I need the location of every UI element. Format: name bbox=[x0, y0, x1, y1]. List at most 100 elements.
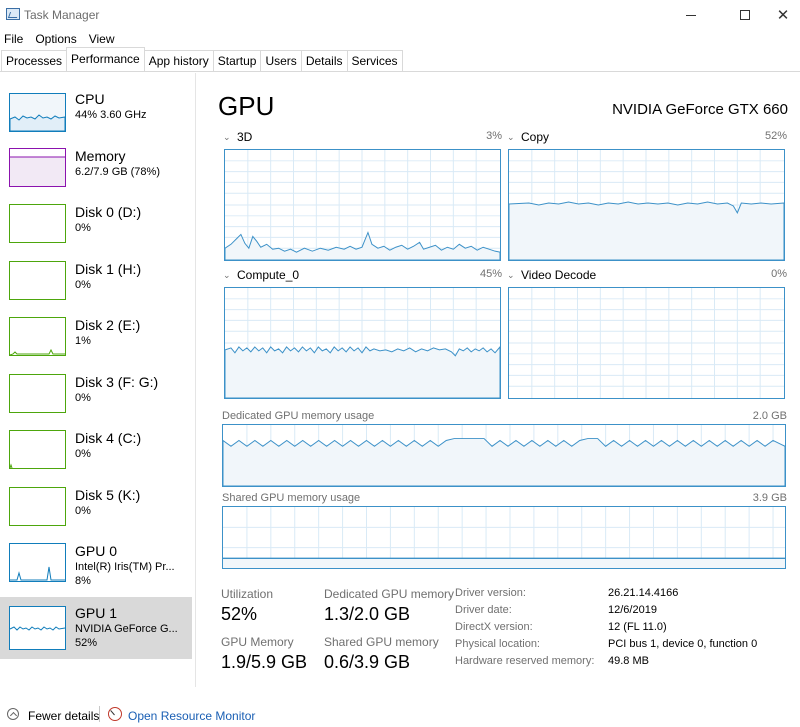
video-decode-graph-percent: 0% bbox=[771, 268, 787, 280]
tab-users[interactable]: Users bbox=[260, 50, 302, 71]
3d-graph bbox=[224, 149, 501, 261]
sidebar-cpu-usage: 44% 3.60 GHz bbox=[75, 109, 147, 121]
tab-performance[interactable]: Performance bbox=[66, 47, 145, 70]
utilization-label: Utilization bbox=[221, 587, 274, 601]
sidebar-item-disk4[interactable]: Disk 4 (C:) 0% bbox=[0, 412, 192, 469]
sidebar-disk0-usage: 0% bbox=[75, 222, 91, 234]
driver-date-label: Driver date: bbox=[455, 604, 512, 616]
copy-graph-label[interactable]: Copy bbox=[521, 130, 550, 144]
dedicated-memory-graph-max: 2.0 GB bbox=[752, 410, 787, 422]
compute-dropdown-icon[interactable]: ⌄ bbox=[223, 270, 231, 280]
sidebar-disk4-name: Disk 4 (C:) bbox=[75, 430, 142, 446]
sidebar-disk1-usage: 0% bbox=[75, 279, 91, 291]
gpu1-thumbnail bbox=[9, 606, 66, 650]
dedicated-memory-graph bbox=[222, 424, 786, 487]
compute-graph-percent: 45% bbox=[479, 268, 502, 280]
sidebar-item-gpu1[interactable]: GPU 1 NVIDIA GeForce G... 52% bbox=[0, 597, 192, 659]
sidebar-disk5-name: Disk 5 (K:) bbox=[75, 487, 141, 503]
sidebar-item-cpu[interactable]: CPU 44% 3.60 GHz bbox=[0, 73, 192, 132]
3d-graph-percent: 3% bbox=[486, 130, 502, 142]
sidebar-gpu1-usage: 52% bbox=[75, 637, 98, 649]
sidebar-disk4-usage: 0% bbox=[75, 448, 91, 460]
sidebar-disk2-name: Disk 2 (E:) bbox=[75, 317, 141, 333]
minimize-icon bbox=[686, 14, 696, 16]
shared-memory-label: Shared GPU memory bbox=[324, 635, 439, 649]
disk0-thumbnail bbox=[9, 204, 66, 243]
footer-bar: Fewer details Open Resource Monitor bbox=[0, 700, 800, 727]
shared-memory-graph bbox=[222, 506, 786, 569]
sidebar-disk3-name: Disk 3 (F: G:) bbox=[75, 374, 159, 390]
sidebar-item-disk0[interactable]: Disk 0 (D:) 0% bbox=[0, 186, 192, 243]
fewer-details-button[interactable]: Fewer details bbox=[28, 709, 100, 723]
menu-bar: File Options View bbox=[0, 30, 123, 48]
gpu-model-name: NVIDIA GeForce GTX 660 bbox=[612, 101, 788, 118]
menu-file[interactable]: File bbox=[4, 32, 24, 46]
memory-thumbnail bbox=[9, 148, 66, 187]
utilization-value: 52% bbox=[221, 604, 258, 624]
menu-options[interactable]: Options bbox=[35, 32, 77, 46]
copy-graph-svg bbox=[509, 150, 784, 260]
sidebar-gpu0-usage: 8% bbox=[75, 575, 91, 587]
compute-graph bbox=[224, 287, 501, 399]
shared-memory-graph-svg bbox=[223, 507, 785, 568]
sidebar-memory-usage: 6.2/7.9 GB (78%) bbox=[75, 166, 160, 178]
sidebar-item-disk5[interactable]: Disk 5 (K:) 0% bbox=[0, 469, 192, 526]
physical-location-value: PCI bus 1, device 0, function 0 bbox=[608, 638, 758, 650]
dedicated-memory-graph-svg bbox=[223, 425, 785, 486]
sidebar-item-gpu0[interactable]: GPU 0 Intel(R) Iris(TM) Pr... 8% bbox=[0, 525, 192, 587]
3d-graph-svg bbox=[225, 150, 500, 260]
tab-details[interactable]: Details bbox=[300, 50, 348, 71]
driver-version-value: 26.21.14.4166 bbox=[608, 587, 679, 599]
minimize-button[interactable] bbox=[668, 0, 714, 30]
gpu-memory-label: GPU Memory bbox=[221, 635, 294, 649]
resource-monitor-icon[interactable] bbox=[108, 707, 122, 721]
footer-divider bbox=[99, 706, 100, 722]
disk4-thumbnail bbox=[9, 430, 66, 469]
collapse-chevron-icon[interactable] bbox=[7, 708, 19, 720]
physical-location-label: Physical location: bbox=[455, 638, 540, 650]
shared-memory-value: 0.6/3.9 GB bbox=[324, 652, 411, 672]
maximize-button[interactable] bbox=[722, 0, 768, 30]
hardware-reserved-memory-label: Hardware reserved memory: bbox=[455, 655, 595, 667]
sidebar-cpu-name: CPU bbox=[75, 91, 105, 107]
video-decode-graph bbox=[508, 287, 785, 399]
compute-graph-svg bbox=[225, 288, 500, 398]
close-icon: ✕ bbox=[776, 6, 790, 24]
sidebar-gpu1-model: NVIDIA GeForce G... bbox=[75, 623, 178, 635]
directx-version-value: 12 (FL 11.0) bbox=[608, 621, 667, 633]
video-decode-graph-svg bbox=[509, 288, 784, 398]
tab-services[interactable]: Services bbox=[346, 50, 403, 71]
sidebar-item-memory[interactable]: Memory 6.2/7.9 GB (78%) bbox=[0, 130, 192, 187]
sidebar-item-disk2[interactable]: Disk 2 (E:) 1% bbox=[0, 299, 192, 356]
sidebar-gpu1-name: GPU 1 bbox=[75, 605, 118, 621]
open-resource-monitor-link[interactable]: Open Resource Monitor bbox=[128, 709, 256, 723]
hardware-reserved-memory-value: 49.8 MB bbox=[608, 655, 649, 667]
video-decode-dropdown-icon[interactable]: ⌄ bbox=[507, 270, 515, 280]
sidebar-item-disk1[interactable]: Disk 1 (H:) 0% bbox=[0, 243, 192, 300]
3d-dropdown-icon[interactable]: ⌄ bbox=[223, 132, 231, 142]
3d-graph-label[interactable]: 3D bbox=[237, 130, 253, 144]
gpu-memory-value: 1.9/5.9 GB bbox=[221, 652, 308, 672]
driver-version-label: Driver version: bbox=[455, 587, 526, 599]
compute-graph-label[interactable]: Compute_0 bbox=[237, 268, 300, 282]
tab-app-history[interactable]: App history bbox=[143, 50, 214, 71]
menu-view[interactable]: View bbox=[88, 32, 115, 46]
copy-dropdown-icon[interactable]: ⌄ bbox=[507, 132, 515, 142]
tab-processes[interactable]: Processes bbox=[1, 50, 68, 71]
maximize-icon bbox=[740, 10, 750, 20]
dedicated-memory-label: Dedicated GPU memory bbox=[324, 587, 455, 601]
task-manager-icon bbox=[6, 8, 20, 20]
disk5-thumbnail bbox=[9, 487, 66, 526]
sidebar-item-disk3[interactable]: Disk 3 (F: G:) 0% bbox=[0, 356, 192, 413]
disk1-thumbnail bbox=[9, 261, 66, 300]
sidebar-disk3-usage: 0% bbox=[75, 392, 91, 404]
close-button[interactable]: ✕ bbox=[760, 0, 800, 30]
video-decode-graph-label[interactable]: Video Decode bbox=[521, 268, 597, 282]
tab-startup[interactable]: Startup bbox=[212, 50, 262, 71]
sidebar-gpu0-model: Intel(R) Iris(TM) Pr... bbox=[75, 561, 175, 573]
gpu-detail-panel: GPU NVIDIA GeForce GTX 660 ⌄ 3D 3% ⌄ Cop… bbox=[197, 73, 800, 687]
copy-graph-percent: 52% bbox=[764, 130, 787, 142]
copy-graph bbox=[508, 149, 785, 261]
dedicated-memory-graph-label: Dedicated GPU memory usage bbox=[222, 410, 375, 422]
sidebar-disk0-name: Disk 0 (D:) bbox=[75, 204, 142, 220]
